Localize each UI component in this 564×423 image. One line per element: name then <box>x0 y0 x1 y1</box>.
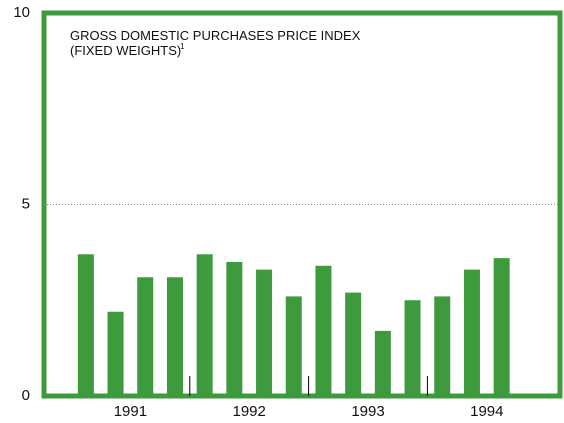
x-tick-label: 1994 <box>470 403 503 420</box>
bar <box>345 292 362 396</box>
bar <box>226 261 243 396</box>
bar <box>434 296 451 396</box>
chart-title: GROSS DOMESTIC PURCHASES PRICE INDEX <box>70 28 361 43</box>
bar <box>493 258 510 396</box>
x-tick-label: 1993 <box>351 403 384 420</box>
chart-title: (FIXED WEIGHTS) <box>70 43 181 58</box>
bar <box>196 254 213 396</box>
footnote-mark: 1 <box>180 42 185 51</box>
y-tick-label: 0 <box>22 387 30 404</box>
bar <box>137 277 154 396</box>
bar <box>107 311 124 396</box>
bar <box>166 277 183 396</box>
bar <box>404 300 421 396</box>
y-tick-label: 10 <box>13 4 30 21</box>
bar <box>77 254 94 396</box>
bar <box>374 330 391 396</box>
bar <box>463 269 480 396</box>
y-tick-label: 5 <box>22 195 30 212</box>
bar <box>285 296 302 396</box>
x-tick-label: 1992 <box>233 403 266 420</box>
bar <box>315 265 332 396</box>
bar <box>256 269 273 396</box>
x-tick-label: 1991 <box>114 403 147 420</box>
